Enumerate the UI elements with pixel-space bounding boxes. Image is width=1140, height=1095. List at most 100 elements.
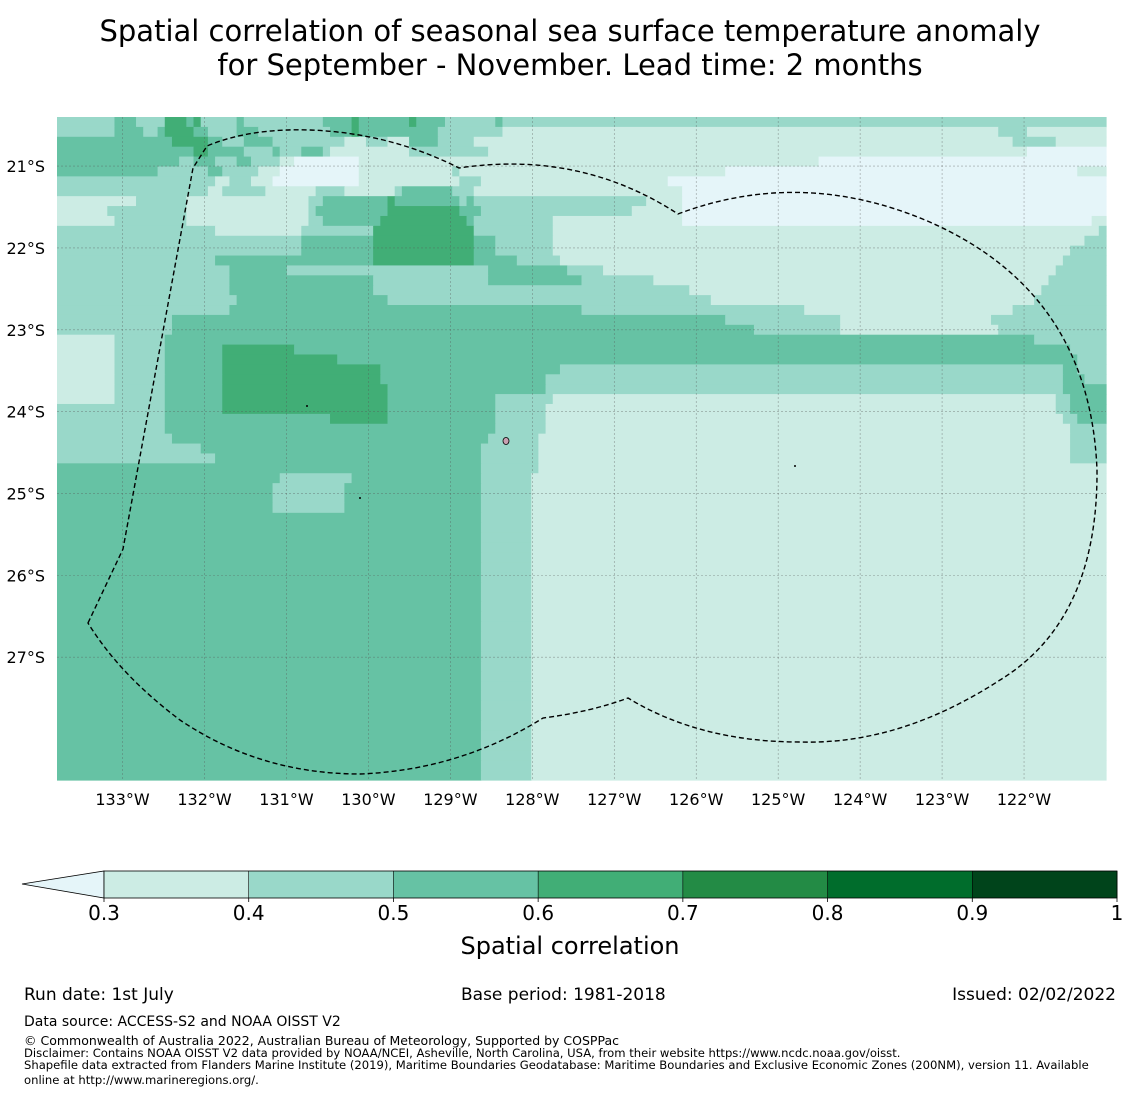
grid-cell <box>538 463 1107 474</box>
grid-cell <box>243 117 324 128</box>
grid-cell <box>552 235 1086 247</box>
grid-cell <box>57 601 482 613</box>
grid-cell <box>437 136 475 148</box>
grid-cell <box>1084 374 1107 385</box>
grid-cell <box>480 621 532 633</box>
grid-cell <box>502 117 1107 128</box>
grid-cell <box>380 374 547 385</box>
latitude-label: 26°S <box>6 566 45 585</box>
grid-cell <box>337 354 1078 365</box>
grid-cell <box>229 285 374 296</box>
grid-cell <box>164 364 223 375</box>
grid-cell <box>531 542 1107 554</box>
grid-cell <box>200 443 482 455</box>
grid-cell <box>57 186 209 197</box>
grid-cell <box>57 572 482 583</box>
longitude-label: 125°W <box>751 790 806 809</box>
grid-cell <box>1062 255 1107 267</box>
grid-cell <box>301 225 374 237</box>
grid-cell <box>186 117 195 128</box>
grid-cell <box>552 394 1057 405</box>
grid-cell <box>57 770 482 781</box>
grid-cell <box>473 225 554 237</box>
title-line-1: Spatial correlation of seasonal sea surf… <box>99 14 1041 48</box>
grid-cell <box>1062 364 1078 375</box>
grid-cell <box>272 502 345 514</box>
grid-cell <box>373 225 475 237</box>
grid-cell <box>466 196 475 207</box>
grid-cell <box>531 502 1107 514</box>
grid-cell <box>646 196 683 207</box>
grid-cell <box>531 493 1107 504</box>
grid-cell <box>531 641 1107 652</box>
grid-cell <box>531 710 1107 722</box>
grid-cell <box>229 275 374 286</box>
grid-cell <box>222 374 381 385</box>
grid-cell <box>531 730 1107 742</box>
grid-cell <box>682 196 1107 207</box>
grid-cell <box>222 136 245 148</box>
disclaimer: Disclaimer: Contains NOAA OISST V2 data … <box>24 1046 901 1060</box>
grid-cell <box>1041 285 1107 296</box>
colorbar-tick-label: 0.5 <box>378 901 410 925</box>
grid-cell <box>373 275 489 286</box>
grid-cell <box>452 186 475 197</box>
colorbar-tick-label: 0.3 <box>88 901 120 925</box>
grid-cell <box>330 126 353 138</box>
grid-cell <box>480 611 532 623</box>
longitude-label: 133°W <box>95 790 150 809</box>
grid-cell <box>114 344 166 356</box>
grid-cell <box>136 117 166 128</box>
grid-cell <box>57 215 116 227</box>
grid-cell <box>1070 394 1107 405</box>
grid-cell <box>229 176 252 187</box>
grid-cell <box>351 473 482 484</box>
grid-cell <box>567 265 604 276</box>
longitude-label: 124°W <box>833 790 888 809</box>
grid-cell <box>272 493 345 504</box>
grid-cell <box>387 136 410 148</box>
grid-cell <box>351 126 360 138</box>
grid-cell <box>373 235 475 247</box>
grid-cell <box>516 255 561 267</box>
grid-cell <box>193 117 202 128</box>
grid-cell <box>308 215 324 227</box>
grid-cell <box>164 394 223 405</box>
grid-cell <box>1070 344 1107 356</box>
grid-cell <box>373 245 475 257</box>
grid-cell <box>480 730 532 742</box>
grid-cell <box>114 334 166 346</box>
colorbar-tick-label: 1 <box>1111 901 1124 925</box>
grid-cell <box>171 433 489 445</box>
grid-cell <box>531 611 1107 623</box>
grid-cell <box>495 423 547 435</box>
grid-cell <box>57 621 482 633</box>
latitude-label: 24°S <box>6 403 45 422</box>
grid-cell <box>358 166 453 177</box>
grid-cell <box>1034 295 1107 306</box>
grid-cell <box>57 611 482 623</box>
title-line-2: for September - November. Lead time: 2 m… <box>217 48 923 82</box>
grid-cell <box>480 473 532 484</box>
grid-cell <box>57 433 173 445</box>
grid-cell <box>171 314 726 326</box>
grid-cell <box>480 750 532 761</box>
island-henderson <box>306 405 308 407</box>
grid-cell <box>1070 433 1107 445</box>
grid-cell <box>1098 225 1107 237</box>
grid-cell <box>387 394 496 405</box>
colorbar-tick-label: 0.8 <box>812 901 844 925</box>
grid-cell <box>531 661 1107 672</box>
grid-cell <box>57 671 482 682</box>
grid-cell <box>308 206 317 217</box>
grid-cell <box>344 502 482 514</box>
colorbar-tick-label: 0.9 <box>956 901 988 925</box>
grid-cell <box>531 690 1107 702</box>
grid-cell <box>114 354 166 365</box>
grid-cell <box>236 156 252 168</box>
grid-cell <box>358 156 820 168</box>
grid-cell <box>394 196 460 207</box>
grid-cell <box>57 196 137 207</box>
grid-cell <box>57 285 231 296</box>
grid-cell <box>387 295 712 306</box>
